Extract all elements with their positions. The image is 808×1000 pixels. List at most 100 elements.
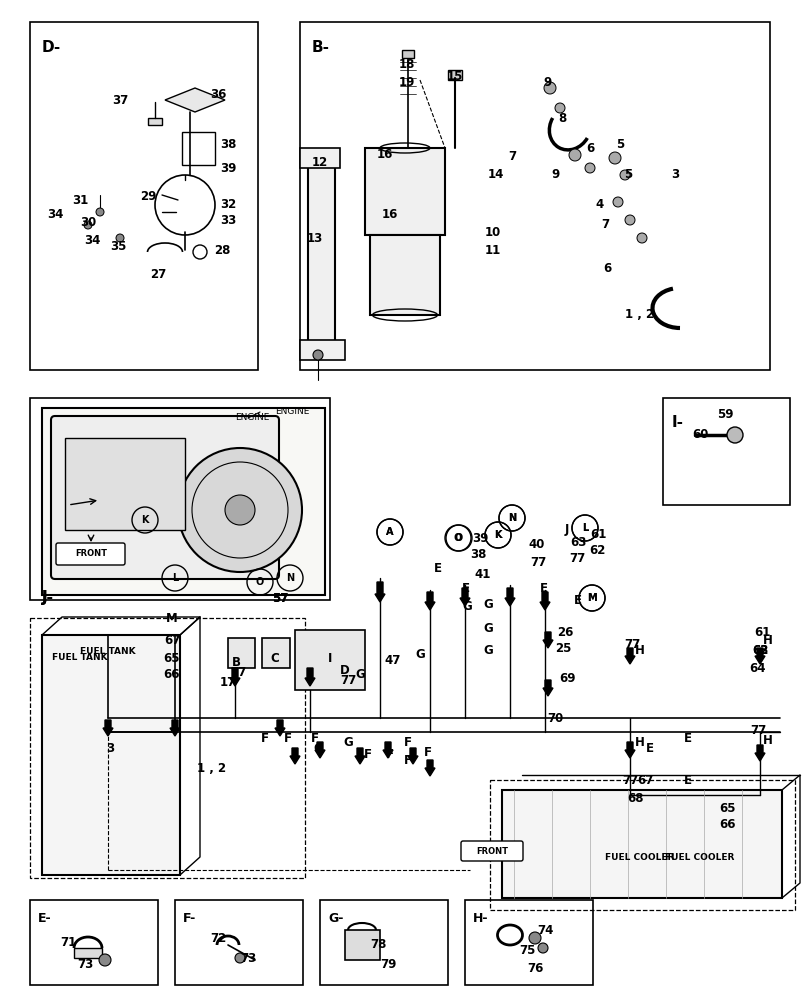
FancyArrow shape bbox=[230, 668, 240, 686]
Text: 1 , 2: 1 , 2 bbox=[625, 308, 654, 322]
Text: B: B bbox=[232, 656, 241, 668]
Text: 66: 66 bbox=[720, 818, 736, 830]
Text: E: E bbox=[574, 593, 582, 606]
Bar bbox=[448, 70, 462, 80]
Text: 61: 61 bbox=[590, 528, 606, 542]
Text: J-: J- bbox=[42, 590, 54, 605]
Text: I-: I- bbox=[672, 415, 684, 430]
Text: K: K bbox=[494, 530, 502, 540]
Text: M: M bbox=[166, 611, 178, 624]
Text: 6: 6 bbox=[603, 261, 611, 274]
FancyArrow shape bbox=[275, 720, 285, 736]
Text: J-: J- bbox=[42, 590, 54, 605]
FancyBboxPatch shape bbox=[461, 841, 523, 861]
Text: E-: E- bbox=[38, 912, 52, 925]
Text: 67: 67 bbox=[164, 634, 180, 647]
Text: B-: B- bbox=[312, 40, 330, 55]
Bar bbox=[228, 638, 255, 668]
Circle shape bbox=[569, 149, 581, 161]
FancyArrow shape bbox=[755, 745, 765, 761]
Bar bbox=[502, 790, 782, 898]
FancyArrow shape bbox=[425, 592, 435, 610]
Text: 70: 70 bbox=[547, 712, 563, 724]
Text: 16: 16 bbox=[382, 209, 398, 222]
Text: 29: 29 bbox=[140, 190, 156, 204]
Text: 13: 13 bbox=[307, 232, 323, 244]
FancyArrow shape bbox=[408, 748, 418, 764]
FancyArrow shape bbox=[290, 748, 300, 764]
Circle shape bbox=[613, 197, 623, 207]
Text: G: G bbox=[462, 600, 472, 613]
Text: G: G bbox=[415, 648, 425, 662]
Text: 10: 10 bbox=[485, 226, 501, 238]
Text: 7: 7 bbox=[508, 150, 516, 163]
Text: 77: 77 bbox=[340, 674, 356, 686]
Text: 63: 63 bbox=[751, 644, 768, 656]
Text: F: F bbox=[311, 732, 319, 744]
Text: H: H bbox=[763, 734, 773, 746]
Text: F-: F- bbox=[183, 912, 196, 925]
Text: 26: 26 bbox=[557, 626, 573, 639]
Circle shape bbox=[555, 103, 565, 113]
Circle shape bbox=[585, 163, 595, 173]
Text: E: E bbox=[540, 582, 548, 594]
Text: L: L bbox=[172, 573, 178, 583]
Text: C: C bbox=[271, 652, 280, 664]
Circle shape bbox=[620, 170, 630, 180]
FancyArrow shape bbox=[460, 588, 470, 606]
Text: 35: 35 bbox=[110, 240, 126, 253]
FancyArrow shape bbox=[755, 648, 765, 664]
Text: 57: 57 bbox=[271, 591, 288, 604]
Bar bbox=[42, 635, 180, 875]
Text: N: N bbox=[286, 573, 294, 583]
Circle shape bbox=[313, 350, 323, 360]
Text: 33: 33 bbox=[220, 214, 236, 227]
Text: G-: G- bbox=[328, 912, 343, 925]
Text: 5: 5 bbox=[616, 138, 624, 151]
Text: H-: H- bbox=[473, 912, 489, 925]
Text: M: M bbox=[587, 593, 597, 603]
Text: 72: 72 bbox=[210, 932, 226, 944]
Text: 69: 69 bbox=[560, 672, 576, 684]
Text: FUEL TANK: FUEL TANK bbox=[53, 654, 107, 662]
FancyArrow shape bbox=[505, 588, 515, 606]
Text: 4: 4 bbox=[595, 198, 604, 212]
Text: G: G bbox=[483, 598, 493, 611]
Circle shape bbox=[99, 954, 111, 966]
Circle shape bbox=[84, 221, 92, 229]
Bar bbox=[182, 132, 215, 165]
Bar bbox=[30, 900, 158, 985]
Bar bbox=[74, 948, 102, 958]
Text: FRONT: FRONT bbox=[476, 846, 508, 856]
Text: E: E bbox=[646, 742, 654, 754]
Text: 71: 71 bbox=[60, 936, 76, 948]
Text: 73: 73 bbox=[240, 952, 256, 964]
Text: K: K bbox=[494, 530, 502, 540]
Text: F: F bbox=[261, 732, 269, 744]
Text: 27: 27 bbox=[149, 268, 166, 282]
Bar bbox=[300, 148, 340, 168]
Text: 19: 19 bbox=[399, 76, 415, 89]
Text: 47: 47 bbox=[385, 654, 402, 666]
Text: 77: 77 bbox=[229, 666, 246, 678]
Text: FUEL COOLER: FUEL COOLER bbox=[605, 854, 675, 862]
Text: G: G bbox=[314, 742, 323, 754]
Text: G: G bbox=[483, 621, 493, 635]
Text: 66: 66 bbox=[164, 668, 180, 680]
Text: 67: 67 bbox=[637, 774, 653, 786]
Text: 61: 61 bbox=[754, 626, 770, 639]
Text: 73: 73 bbox=[77, 958, 93, 972]
Text: 77: 77 bbox=[750, 724, 766, 736]
Text: 74: 74 bbox=[537, 924, 553, 936]
Text: I: I bbox=[328, 652, 332, 664]
Text: 15: 15 bbox=[447, 70, 463, 84]
Text: 77: 77 bbox=[622, 774, 638, 786]
Bar bbox=[295, 630, 365, 690]
Circle shape bbox=[625, 215, 635, 225]
FancyBboxPatch shape bbox=[51, 416, 279, 579]
Bar bbox=[65, 438, 185, 530]
FancyArrow shape bbox=[170, 720, 180, 736]
Text: 39: 39 bbox=[220, 161, 236, 174]
FancyArrow shape bbox=[625, 742, 635, 758]
Text: 17: 17 bbox=[220, 676, 236, 688]
